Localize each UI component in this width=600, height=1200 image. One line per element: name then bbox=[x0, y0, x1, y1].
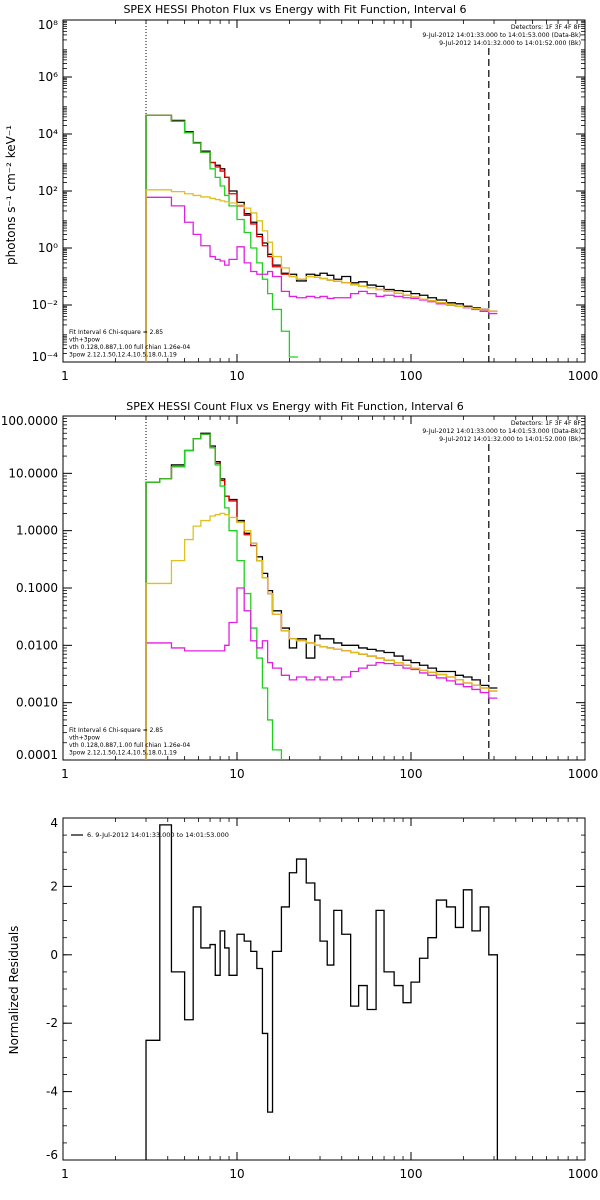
photon-y-tick-label: 10⁶ bbox=[38, 70, 58, 84]
residuals-series-residuals bbox=[145, 824, 499, 1160]
count-y-tick-label: 0.0001 bbox=[16, 748, 58, 762]
residuals-y-tick-label: -6 bbox=[46, 1148, 58, 1162]
count-plot-frame bbox=[62, 415, 586, 761]
photon-legend-bottom-entry: vth 0.128,0.887,1.00 full chian 1.26e-04 bbox=[69, 344, 190, 351]
count-series-vth-3pow bbox=[145, 433, 498, 760]
residuals-x-tick-label: 100 bbox=[400, 1167, 423, 1181]
count-x-tick-label: 1 bbox=[61, 767, 69, 781]
residuals-y-tick-label: 2 bbox=[50, 879, 58, 893]
count-series-9-jul-2012-14-01-32-000-to-14-01-52-000-bk bbox=[145, 587, 498, 760]
residuals-y-tick-label: 0 bbox=[50, 948, 58, 962]
photon-x-tick-label: 100 bbox=[400, 369, 423, 383]
count-y-tick-label: 0.0010 bbox=[16, 696, 58, 710]
count-x-tick-label: 1000 bbox=[568, 767, 599, 781]
photon-x-tick-label: 1 bbox=[61, 369, 69, 383]
photon-series-3pow-2-12-1-50-12-4-10-5-18-0-1-19 bbox=[145, 189, 498, 362]
count-flux-chart: SPEX HESSI Count Flux vs Energy with Fit… bbox=[1, 400, 599, 781]
photon-legend-bottom-entry: Fit Interval 6 Chi-square = 2.85 bbox=[69, 329, 163, 336]
count-x-tick-label: 100 bbox=[400, 767, 423, 781]
photon-y-tick-label: 10⁸ bbox=[38, 18, 58, 32]
photon-y-tick-label: 10⁰ bbox=[38, 241, 58, 255]
photon-y-tick-label: 10⁻⁴ bbox=[32, 350, 59, 364]
photon-y-tick-label: 10⁻² bbox=[32, 298, 59, 312]
residuals-legend-entry: 6. 9-Jul-2012 14:01:33.000 to 14:01:53.0… bbox=[87, 831, 229, 839]
count-series-9-jul-2012-14-01-33-000-to-14-01-53-000-data-bk bbox=[145, 432, 498, 760]
count-y-tick-label: 10.0000 bbox=[8, 466, 58, 480]
photon-series-9-jul-2012-14-01-33-000-to-14-01-53-000-data-bk bbox=[145, 114, 498, 362]
photon-legend-top-entry: 9-Jul-2012 14:01:33.000 to 14:01:53.000 … bbox=[422, 32, 581, 39]
count-x-tick-label: 10 bbox=[229, 767, 244, 781]
residuals-y-tick-label: -2 bbox=[46, 1016, 58, 1030]
residuals-chart: Normalized Residuals 1 10 100 1000 -6 -4 -2 0 2 4… bbox=[7, 816, 598, 1181]
photon-plot-frame bbox=[62, 19, 586, 363]
count-legend-bottom-entry: 3pow 2.12,1.50,12.4,10.5,18.0,1.19 bbox=[69, 750, 177, 757]
photon-chart-y-label: photons s⁻¹ cm⁻² keV⁻¹ bbox=[4, 125, 18, 265]
photon-flux-chart: SPEX HESSI Photon Flux vs Energy with Fi… bbox=[4, 3, 598, 383]
photon-y-tick-label: 10⁴ bbox=[38, 127, 58, 141]
count-legend-top-entry: 9-Jul-2012 14:01:32.000 to 14:01:52.000 … bbox=[439, 436, 581, 443]
photon-chart-title: SPEX HESSI Photon Flux vs Energy with Fi… bbox=[123, 3, 466, 16]
count-y-tick-label: 100.0000 bbox=[1, 414, 58, 428]
count-chart-title: SPEX HESSI Count Flux vs Energy with Fit… bbox=[126, 400, 463, 413]
residuals-chart-y-label: Normalized Residuals bbox=[7, 926, 21, 1055]
residuals-x-tick-label: 1 bbox=[61, 1167, 69, 1181]
residuals-y-tick-label: 4 bbox=[50, 816, 58, 830]
photon-legend-bottom-entry: 3pow 2.12,1.50,12.4,10.5,18.0,1.19 bbox=[69, 352, 177, 359]
photon-series-vth-0-128-0-887-1-00-full-chian-1-26e-04 bbox=[145, 114, 298, 362]
photon-series-group bbox=[145, 114, 498, 362]
count-legend-top-entry: Detectors: 1F 3F 4F 8F bbox=[511, 420, 582, 427]
photon-legend-bottom-entry: vth+3pow bbox=[69, 337, 100, 344]
count-legend-bottom-entry: vth 0.128,0.887,1.00 full chian 1.26e-04 bbox=[69, 742, 190, 749]
photon-x-tick-label: 10 bbox=[229, 369, 244, 383]
count-legend-bottom-entry: vth+3pow bbox=[69, 735, 100, 742]
residuals-x-tick-label: 1000 bbox=[568, 1167, 599, 1181]
count-series-group bbox=[145, 432, 498, 760]
count-y-tick-label: 1.0000 bbox=[16, 524, 58, 538]
count-legend-top-entry: 9-Jul-2012 14:01:33.000 to 14:01:53.000 … bbox=[422, 428, 581, 435]
residuals-x-tick-label: 10 bbox=[229, 1167, 244, 1181]
count-series-3pow-2-12-1-50-12-4-10-5-18-0-1-19 bbox=[145, 512, 498, 760]
photon-series-vth-3pow bbox=[145, 114, 498, 362]
count-y-tick-label: 0.0100 bbox=[16, 638, 58, 652]
photon-y-tick-label: 10² bbox=[38, 184, 58, 198]
residuals-series-group bbox=[145, 824, 499, 1160]
photon-series-9-jul-2012-14-01-32-000-to-14-01-52-000-bk bbox=[145, 196, 498, 362]
photon-x-tick-label: 1000 bbox=[568, 369, 599, 383]
count-series-vth-0-128-0-887-1-00-full-chian-1-26e-04 bbox=[145, 433, 283, 760]
residuals-y-tick-label: -4 bbox=[46, 1085, 58, 1099]
residuals-plot-frame bbox=[62, 817, 586, 1161]
count-legend-bottom-entry: Fit Interval 6 Chi-square = 2.85 bbox=[69, 727, 163, 734]
photon-legend-top-entry: Detectors: 1F 3F 4F 8F bbox=[511, 24, 582, 31]
photon-legend-top-entry: 9-Jul-2012 14:01:32.000 to 14:01:52.000 … bbox=[439, 40, 581, 47]
count-y-tick-label: 0.1000 bbox=[16, 581, 58, 595]
